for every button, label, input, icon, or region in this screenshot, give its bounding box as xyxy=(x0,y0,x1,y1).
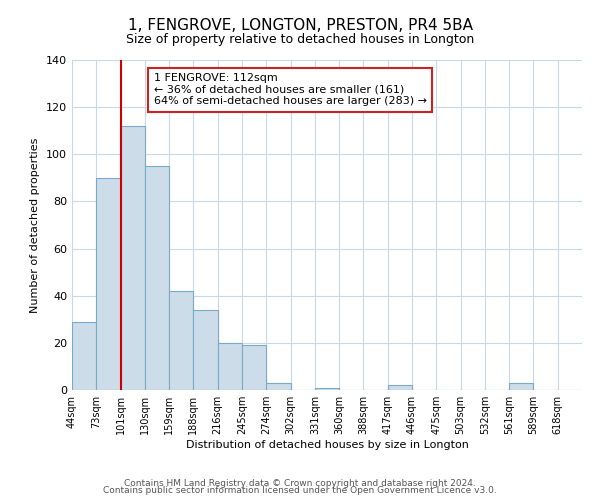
Bar xyxy=(169,291,193,390)
X-axis label: Distribution of detached houses by size in Longton: Distribution of detached houses by size … xyxy=(185,440,469,450)
Bar xyxy=(96,178,121,390)
Bar xyxy=(266,383,290,390)
Bar xyxy=(72,322,96,390)
Text: Contains public sector information licensed under the Open Government Licence v3: Contains public sector information licen… xyxy=(103,486,497,495)
Bar xyxy=(388,386,412,390)
Text: Size of property relative to detached houses in Longton: Size of property relative to detached ho… xyxy=(126,32,474,46)
Text: 1, FENGROVE, LONGTON, PRESTON, PR4 5BA: 1, FENGROVE, LONGTON, PRESTON, PR4 5BA xyxy=(128,18,473,32)
Bar xyxy=(121,126,145,390)
Bar xyxy=(218,343,242,390)
Bar xyxy=(509,383,533,390)
Y-axis label: Number of detached properties: Number of detached properties xyxy=(31,138,40,312)
Text: 1 FENGROVE: 112sqm
← 36% of detached houses are smaller (161)
64% of semi-detach: 1 FENGROVE: 112sqm ← 36% of detached hou… xyxy=(154,73,427,106)
Bar xyxy=(315,388,339,390)
Bar xyxy=(193,310,218,390)
Bar xyxy=(145,166,169,390)
Text: Contains HM Land Registry data © Crown copyright and database right 2024.: Contains HM Land Registry data © Crown c… xyxy=(124,478,476,488)
Bar xyxy=(242,345,266,390)
